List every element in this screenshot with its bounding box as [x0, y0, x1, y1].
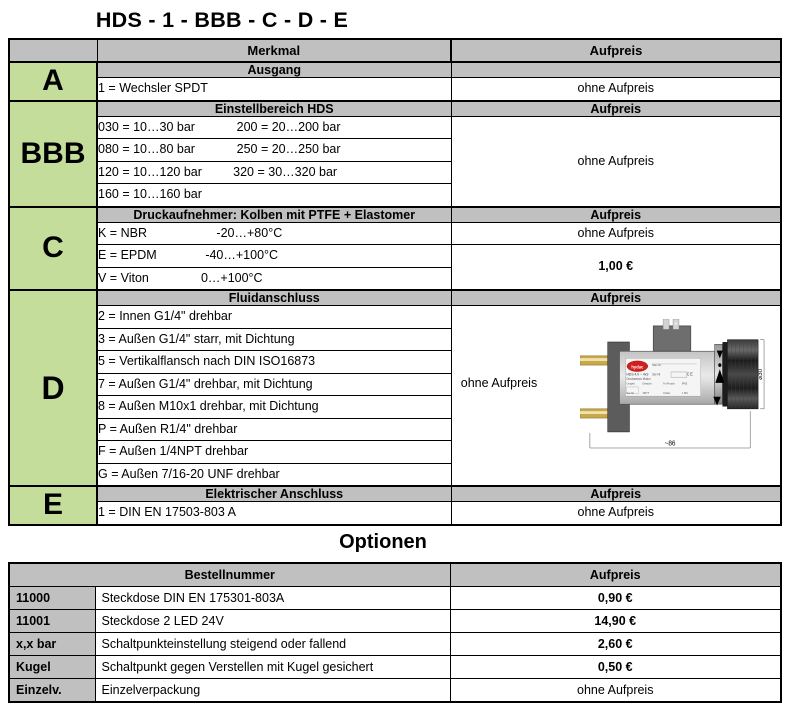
svg-text:150°T: 150°T [642, 391, 649, 395]
svg-text:Ser-Nr: Ser-Nr [652, 372, 660, 376]
svg-text:Umgeb.: Umgeb. [626, 381, 635, 385]
svg-text:Mat.-Nr.: Mat.-Nr. [652, 363, 661, 367]
svg-text:⌀30: ⌀30 [758, 368, 764, 380]
svg-text:% rFeucht: % rFeucht [663, 381, 675, 385]
svg-text:Gewicht: Gewicht [642, 381, 651, 385]
svg-text:~86: ~86 [664, 440, 675, 448]
svg-text:hydac: hydac [631, 364, 643, 369]
svg-text:0-Max: 0-Max [663, 391, 671, 395]
svg-text:Ser-Nr: Ser-Nr [626, 391, 634, 395]
svg-text:1 MS: 1 MS [681, 391, 687, 395]
svg-text:C E: C E [686, 372, 692, 376]
svg-text:IP65: IP65 [681, 381, 687, 385]
